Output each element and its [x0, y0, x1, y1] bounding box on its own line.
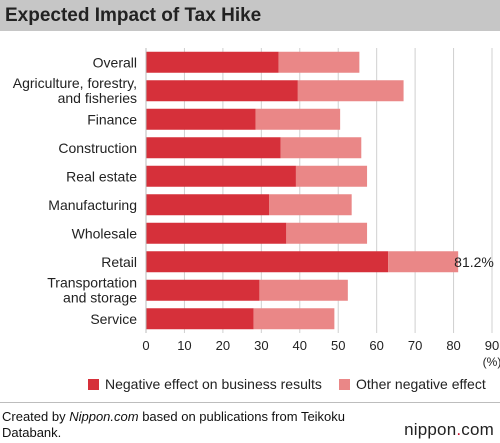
bar-negative-effect	[146, 51, 279, 73]
legend-item-other-effect: Other negative effect	[339, 374, 486, 394]
bar-other-effect	[297, 80, 404, 102]
category-label: Retail	[101, 254, 137, 270]
brand-logo: nippon.com	[404, 420, 494, 440]
bar-other-effect	[278, 51, 360, 73]
bar-negative-effect	[146, 194, 270, 216]
bar-other-effect	[295, 165, 368, 187]
bar-negative-effect	[146, 165, 296, 187]
credit-site: Nippon.com	[69, 409, 139, 424]
credit-prefix: Created by	[2, 409, 70, 424]
category-label: Wholesale	[72, 225, 138, 241]
credit-suffix: based on publications from Teikoku Datab…	[2, 409, 346, 440]
x-tick-label: 80	[446, 338, 460, 353]
bar-other-effect	[255, 108, 341, 130]
footer-divider	[0, 402, 500, 403]
x-tick-label: 90	[485, 338, 499, 353]
category-label: Finance	[87, 111, 137, 127]
brand-main: nippon	[404, 420, 457, 439]
bar-chart: 0 10 20 30 40 50 60 70 80 90 (%) Overall Agriculture…	[13, 48, 500, 369]
bar-other-effect	[388, 251, 459, 273]
x-tick-label: 40	[293, 338, 307, 353]
bar-negative-effect	[146, 80, 298, 102]
x-tick-label: 0	[142, 338, 149, 353]
category-label: Manufacturing	[48, 197, 137, 213]
x-tick-label: 30	[254, 338, 268, 353]
x-tick-label: 10	[177, 338, 191, 353]
category-label: Service	[90, 311, 137, 327]
source-credit: Created by Nippon.com based on publicati…	[2, 409, 362, 441]
brand-dot: .	[456, 420, 462, 439]
category-label: Agriculture, forestry, and fisheries	[13, 75, 137, 106]
x-tick-label: 70	[408, 338, 422, 353]
bar-negative-effect	[146, 137, 281, 159]
legend-item-negative-effect: Negative effect on business results	[88, 374, 322, 394]
bar-other-effect	[269, 194, 352, 216]
x-axis-unit: (%)	[483, 355, 500, 369]
x-tick-label: 20	[216, 338, 230, 353]
x-tick-label: 60	[369, 338, 383, 353]
bar-other-effect	[259, 279, 348, 301]
bar-negative-effect	[146, 251, 389, 273]
bar-other-effect	[286, 222, 368, 244]
legend: Negative effect on business results Othe…	[0, 374, 500, 394]
legend-label-other-effect: Other negative effect	[356, 376, 486, 392]
bar-negative-effect	[146, 222, 287, 244]
chart-title: Expected Impact of Tax Hike	[0, 0, 500, 31]
bar-negative-effect	[146, 108, 256, 130]
x-tick-label: 50	[331, 338, 345, 353]
data-label-total: 81.2%	[454, 254, 494, 270]
bar-other-effect	[253, 308, 335, 330]
brand-tld: com	[461, 420, 494, 439]
legend-swatch-other-effect	[339, 378, 350, 390]
category-label: Overall	[93, 54, 137, 70]
bar-other-effect	[280, 137, 362, 159]
legend-label-negative-effect: Negative effect on business results	[105, 376, 322, 392]
category-label: Real estate	[66, 168, 137, 184]
bar-negative-effect	[146, 279, 260, 301]
category-label: Construction	[58, 140, 137, 156]
category-label: Transportation and storage	[47, 274, 137, 305]
bar-negative-effect	[146, 308, 254, 330]
legend-swatch-negative-effect	[88, 378, 99, 390]
